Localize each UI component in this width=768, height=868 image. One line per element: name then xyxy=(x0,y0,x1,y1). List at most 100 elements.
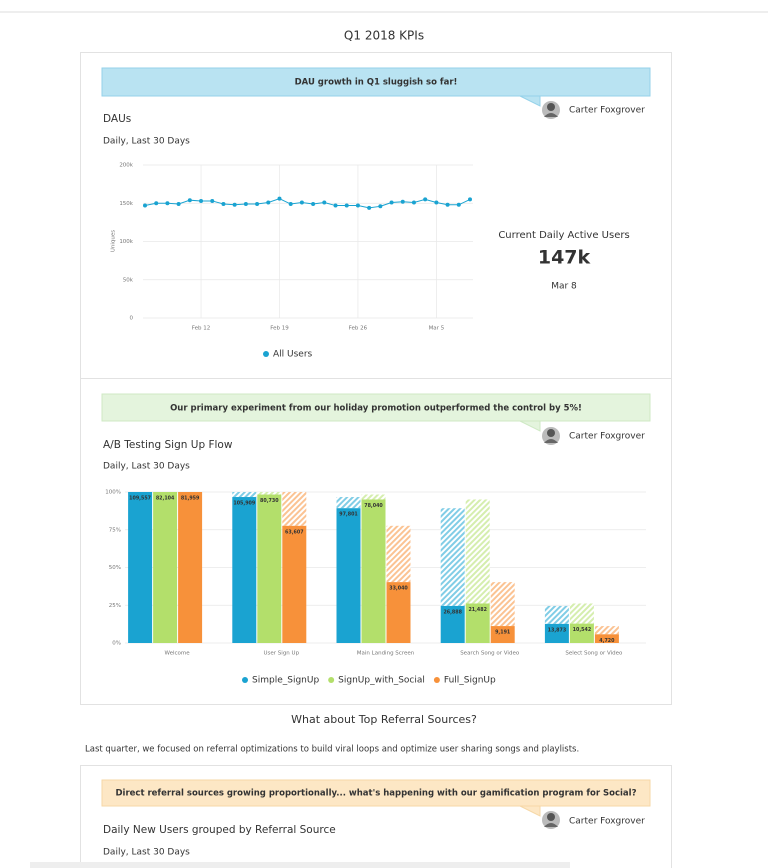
author: Carter Foxgrover xyxy=(569,817,645,827)
legend-marker xyxy=(328,677,335,683)
y-tick-label: 200k xyxy=(119,163,133,169)
point xyxy=(344,203,349,208)
x-tick-label: User Sign Up xyxy=(264,651,300,657)
drop-off-bar xyxy=(386,525,411,583)
drop-off-bar xyxy=(257,492,282,495)
annotation: Direct referral sources growing proporti… xyxy=(115,789,636,799)
x-tick-label: Mar 5 xyxy=(429,326,445,332)
point xyxy=(154,201,159,206)
x-tick-label: Welcome xyxy=(165,651,191,657)
data-label: 9,191 xyxy=(495,630,510,636)
card-title: Daily New Users grouped by Referral Sour… xyxy=(103,824,336,836)
data-label: 109,557 xyxy=(129,496,151,502)
bar xyxy=(440,605,465,643)
data-label: 78,040 xyxy=(364,503,383,509)
point xyxy=(378,204,383,209)
drop-off-bar xyxy=(336,497,361,509)
avatar xyxy=(542,101,560,119)
kpi-date: Mar 8 xyxy=(551,282,577,292)
drop-off-bar xyxy=(490,582,515,627)
data-label: 26,888 xyxy=(443,609,462,615)
point xyxy=(456,202,461,207)
drop-off-bar xyxy=(544,605,569,624)
data-label: 80,730 xyxy=(260,498,279,504)
bar xyxy=(128,492,153,643)
bar xyxy=(282,525,307,643)
legend-label: Full_SignUp xyxy=(444,676,496,686)
data-label: 82,104 xyxy=(156,496,175,502)
bottom-toolbar xyxy=(30,862,570,868)
point xyxy=(232,202,237,207)
data-label: 10,542 xyxy=(573,627,592,633)
card-title: DAUs xyxy=(103,113,131,125)
point xyxy=(400,199,405,204)
point xyxy=(255,202,260,207)
kpi-label: Current Daily Active Users xyxy=(498,230,629,241)
point xyxy=(266,200,271,205)
kpi-value: 147k xyxy=(538,247,591,269)
point xyxy=(311,202,316,207)
point xyxy=(165,201,170,206)
point xyxy=(221,202,226,207)
bar xyxy=(465,603,490,643)
bar xyxy=(569,623,594,643)
point xyxy=(434,200,439,205)
data-label: 4,720 xyxy=(599,638,615,644)
bar xyxy=(153,492,178,643)
page-title: Q1 2018 KPIs xyxy=(344,29,424,43)
point xyxy=(176,202,181,207)
line-chart: 0 50k 100k 150k 200k Feb 12 Feb 19 Feb 26 Mar 5 A… xyxy=(119,163,473,360)
data-label: 97,801 xyxy=(339,512,358,518)
y-tick-label: 150k xyxy=(119,201,133,207)
point xyxy=(322,200,327,205)
avatar xyxy=(542,811,560,829)
point xyxy=(288,202,293,207)
point xyxy=(355,203,360,208)
drop-off-bar xyxy=(569,603,594,624)
annotation-banner xyxy=(101,779,651,807)
bar xyxy=(594,634,619,643)
data-label: 13,873 xyxy=(548,627,567,633)
point xyxy=(411,200,416,205)
legend-label: All Users xyxy=(273,350,313,360)
legend-label: SignUp_with_Social xyxy=(338,676,425,686)
bar xyxy=(178,492,203,643)
author: Carter Foxgrover xyxy=(569,106,645,116)
banner-tail xyxy=(519,805,541,817)
y-axis-label: Uniques xyxy=(111,230,117,252)
legend-marker xyxy=(263,351,269,357)
card-subtitle: Daily, Last 30 Days xyxy=(103,462,190,472)
point xyxy=(299,200,304,205)
drop-off-bar xyxy=(361,494,386,500)
banner-tail xyxy=(519,95,541,107)
section-title: What about Top Referral Sources? xyxy=(291,713,477,726)
data-label: 81,959 xyxy=(181,496,200,502)
author: Carter Foxgrover xyxy=(569,432,645,442)
y-tick-label: 0% xyxy=(112,641,121,647)
card xyxy=(80,52,672,379)
avatar xyxy=(542,427,560,445)
point xyxy=(445,202,450,207)
annotation-banner xyxy=(101,67,651,97)
point xyxy=(143,203,147,208)
y-tick-label: 50k xyxy=(123,277,134,283)
data-label: 105,909 xyxy=(233,501,256,507)
drop-off-bar xyxy=(232,492,257,498)
bar xyxy=(257,494,282,643)
point xyxy=(210,198,215,203)
point xyxy=(243,202,248,207)
y-tick-label: 100% xyxy=(105,490,121,496)
y-tick-label: 50% xyxy=(109,565,121,571)
section-text: Last quarter, we focused on referral opt… xyxy=(85,745,579,755)
y-tick-label: 0 xyxy=(130,316,134,322)
drop-off-bar xyxy=(465,499,490,604)
banner-tail xyxy=(519,420,541,432)
y-tick-label: 25% xyxy=(109,603,121,609)
bar-chart: 0% 25% 50% 75% 100% 109,557 105,909 97,801 26,88… xyxy=(105,490,646,686)
x-tick-label: Feb 12 xyxy=(192,326,211,332)
bar xyxy=(544,623,569,643)
point xyxy=(277,196,282,201)
annotation-banner xyxy=(101,393,651,422)
x-tick-label: Feb 19 xyxy=(270,326,289,332)
